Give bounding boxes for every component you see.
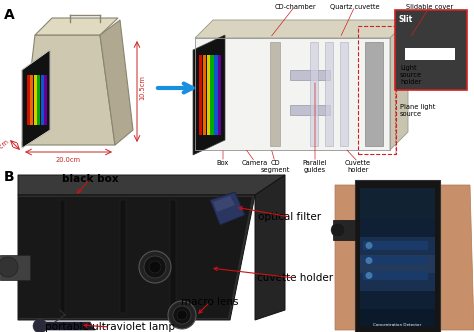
Bar [270, 42, 280, 146]
Polygon shape [390, 20, 408, 150]
Polygon shape [193, 35, 225, 155]
Polygon shape [195, 20, 408, 38]
Text: Box: Box [217, 160, 229, 166]
Bar [360, 237, 435, 255]
Bar [290, 70, 330, 80]
Polygon shape [22, 50, 50, 148]
Polygon shape [100, 20, 133, 145]
Bar [405, 48, 455, 60]
Polygon shape [35, 18, 118, 35]
Bar [340, 42, 348, 146]
Polygon shape [207, 55, 210, 135]
Bar [363, 256, 428, 265]
Circle shape [144, 256, 166, 278]
Circle shape [173, 306, 191, 324]
Bar [310, 42, 318, 146]
Polygon shape [210, 192, 245, 225]
Text: Concentration Detector: Concentration Detector [374, 323, 422, 327]
Bar [355, 180, 440, 332]
Polygon shape [213, 196, 235, 212]
Polygon shape [27, 75, 30, 125]
Polygon shape [170, 200, 176, 312]
Text: Parallel
guides: Parallel guides [303, 160, 327, 173]
Text: B: B [4, 170, 15, 184]
Polygon shape [34, 75, 37, 125]
Circle shape [365, 257, 373, 264]
Bar [360, 291, 435, 309]
Text: Plane light
source: Plane light source [400, 104, 436, 117]
Circle shape [177, 310, 187, 320]
Circle shape [0, 257, 18, 277]
Polygon shape [210, 55, 214, 135]
Text: cuvette holder: cuvette holder [257, 273, 333, 283]
Text: optical filter: optical filter [258, 212, 321, 222]
Bar [360, 309, 435, 327]
Text: A: A [4, 8, 15, 22]
Bar [325, 42, 333, 146]
Text: Camera: Camera [242, 160, 268, 166]
Bar [290, 105, 330, 115]
Polygon shape [45, 75, 47, 125]
Polygon shape [0, 255, 30, 280]
Polygon shape [218, 55, 221, 135]
Circle shape [139, 251, 171, 283]
Text: 12.0cm: 12.0cm [0, 138, 10, 158]
Text: macro lens: macro lens [181, 297, 239, 307]
Polygon shape [18, 175, 285, 195]
Bar [358, 26, 396, 154]
Bar [360, 255, 435, 273]
Circle shape [168, 301, 196, 329]
Bar [363, 271, 428, 280]
Text: Slidable cover: Slidable cover [406, 4, 454, 10]
Polygon shape [18, 197, 252, 318]
Polygon shape [120, 200, 126, 313]
Bar [395, 10, 467, 90]
Polygon shape [41, 75, 44, 125]
Text: CD
segment: CD segment [260, 160, 290, 173]
Polygon shape [22, 35, 115, 145]
Circle shape [331, 223, 345, 237]
Bar [195, 38, 390, 150]
Polygon shape [18, 195, 255, 320]
Polygon shape [37, 75, 40, 125]
Bar [365, 42, 383, 146]
Bar [360, 219, 435, 237]
Polygon shape [199, 55, 202, 135]
Polygon shape [60, 200, 65, 315]
Text: Quartz cuvette: Quartz cuvette [330, 4, 380, 10]
Circle shape [33, 319, 47, 332]
Text: Slit: Slit [399, 15, 413, 24]
Text: black box: black box [62, 174, 118, 184]
Text: CD-chamber: CD-chamber [274, 4, 316, 10]
Text: Light
source
holder: Light source holder [400, 65, 422, 85]
Bar [360, 188, 435, 327]
Polygon shape [30, 75, 34, 125]
Polygon shape [203, 55, 206, 135]
Polygon shape [214, 55, 218, 135]
Circle shape [365, 272, 373, 279]
Polygon shape [38, 322, 95, 330]
Text: portable ultraviolet lamp: portable ultraviolet lamp [45, 322, 175, 332]
Polygon shape [335, 185, 474, 330]
Bar [360, 273, 435, 291]
Circle shape [149, 261, 161, 273]
Text: Cuvette
holder: Cuvette holder [345, 160, 371, 173]
Text: 10.5cm: 10.5cm [139, 76, 145, 101]
Circle shape [365, 242, 373, 249]
Bar [363, 241, 428, 250]
Bar [333, 220, 355, 240]
Polygon shape [255, 175, 285, 320]
Text: 20.0cm: 20.0cm [55, 157, 81, 163]
